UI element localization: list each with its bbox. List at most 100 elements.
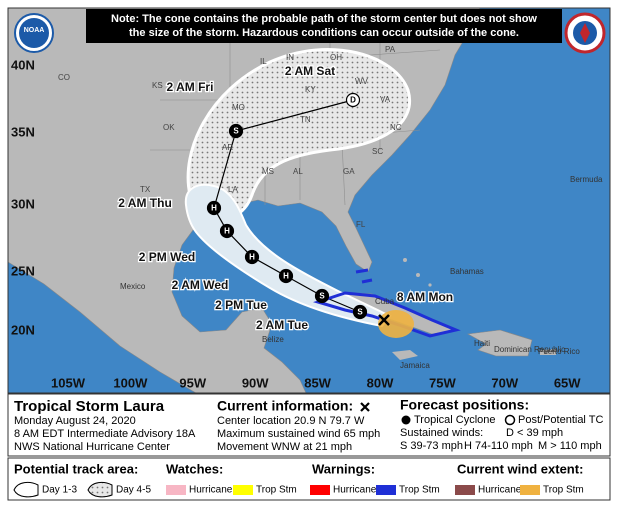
place-label: Bermuda [570, 175, 603, 184]
forecast-time-label: 2 PM Tue [215, 298, 267, 312]
note-box [86, 9, 562, 43]
forecast-point [345, 92, 361, 108]
current-icon [360, 402, 370, 412]
extent-trop-label: Trop Stm [543, 485, 584, 496]
winds-s: S 39-73 mph [400, 440, 463, 452]
forecast-point-symbol: H [211, 204, 217, 213]
state-label: OK [163, 123, 175, 132]
lat-label: 30N [11, 196, 35, 211]
forecast-time-label: 2 AM Thu [118, 196, 172, 210]
advisory: 8 AM EDT Intermediate Advisory 18A [14, 428, 196, 440]
forecast-point [244, 249, 260, 265]
forecast-point [219, 223, 235, 239]
forecast-point [352, 304, 368, 320]
day13-label: Day 1-3 [42, 485, 77, 496]
current-title: Current information: [217, 398, 353, 414]
state-label: KY [305, 85, 316, 94]
tropical-icon [401, 415, 411, 425]
forecast-point [206, 200, 222, 216]
tropical-label: Tropical Cyclone [414, 414, 496, 426]
state-label: TN [300, 115, 311, 124]
note-line: Note: The cone contains the probable pat… [111, 13, 537, 25]
state-label: SC [372, 147, 383, 156]
lon-label: 65W [554, 375, 581, 390]
state-label: OH [330, 53, 342, 62]
storm-name: Tropical Storm Laura [14, 398, 165, 415]
lat-label: 20N [11, 322, 35, 337]
state-label: MS [262, 167, 274, 176]
state-label: LA [228, 185, 238, 194]
lon-label: 85W [304, 375, 331, 390]
trop-storm-wind-extent [378, 310, 414, 338]
place-label: Belize [262, 335, 284, 344]
forecast-point-symbol: H [283, 272, 289, 281]
watches-title: Watches: [166, 461, 223, 476]
watch-trop-swatch [233, 485, 253, 495]
state-label: VA [380, 95, 391, 104]
forecast-point [278, 268, 294, 284]
forecast-time-label: 2 AM Sat [285, 64, 335, 78]
noaa-logo-text: NOAA [24, 27, 45, 34]
state-label: AR [222, 143, 233, 152]
note-line: the size of the storm. Hazardous conditi… [129, 27, 519, 39]
office: NWS National Hurricane Center [14, 441, 170, 453]
winds-h: H 74-110 mph [464, 440, 533, 452]
state-label: KS [152, 81, 163, 90]
day45-label: Day 4-5 [116, 485, 151, 496]
place-label: Cuba [375, 297, 395, 306]
warning-trop-swatch [376, 485, 396, 495]
current-location: Center location 20.9 N 79.7 W [217, 415, 365, 427]
current-wind: Maximum sustained wind 65 mph [217, 428, 380, 440]
nws-logo-mark [580, 23, 590, 43]
state-label: WV [355, 77, 369, 86]
state-label: FL [356, 220, 366, 229]
track-title: Potential track area: [14, 461, 138, 476]
extent-hurricane-label: Hurricane [478, 485, 522, 496]
watch-hurricane-swatch [166, 485, 186, 495]
forecast-point-symbol: S [233, 127, 239, 136]
state-label: CO [58, 73, 70, 82]
forecast-time-label: 8 AM Mon [397, 290, 453, 304]
lon-label: 80W [367, 375, 394, 390]
lon-label: 105W [51, 375, 86, 390]
forecast-time-label: 2 AM Tue [256, 318, 308, 332]
map-border [7, 7, 611, 394]
forecast-title: Forecast positions: [400, 397, 529, 413]
warning-trop-label: Trop Stm [399, 485, 440, 496]
state-label: IN [286, 53, 294, 62]
state-label: TX [140, 185, 151, 194]
state-label: IL [260, 57, 267, 66]
winds-label: Sustained winds: [400, 427, 483, 439]
place-label: Mexico [120, 282, 146, 291]
forecast-point-symbol: S [357, 308, 363, 317]
forecast-point [314, 288, 330, 304]
noaa-logo-inner [19, 18, 49, 48]
post-icon [504, 414, 516, 426]
forecast-point-symbol: S [319, 292, 325, 301]
watch-trop-label: Trop Stm [256, 485, 297, 496]
current-movement: Movement WNW at 21 mph [217, 441, 352, 453]
warning-hurricane-label: Hurricane [333, 485, 377, 496]
bahamas [403, 258, 444, 298]
lat-label: 40N [11, 57, 35, 72]
warnings-title: Warnings: [312, 461, 375, 476]
forecast-time-label: 2 AM Wed [172, 278, 229, 292]
forecast-point-symbol: D [350, 96, 356, 105]
extent-trop-swatch [520, 485, 540, 495]
lon-label: 75W [429, 375, 456, 390]
place-label: Jamaica [400, 361, 430, 370]
place-label: Bahamas [450, 267, 484, 276]
day13-icon [13, 481, 39, 498]
forecast-point [228, 123, 244, 139]
forecast-time-label: 2 PM Wed [139, 250, 195, 264]
day45-icon [87, 481, 113, 498]
place-label: Haiti [474, 339, 490, 348]
state-label: PA [385, 45, 396, 54]
cone-day-4-5 [186, 48, 412, 223]
forecast-point-symbol: H [249, 253, 255, 262]
lat-label: 35N [11, 124, 35, 139]
warning-hurricane-swatch [310, 485, 330, 495]
state-label: MO [232, 103, 245, 112]
extent-hurricane-swatch [455, 485, 475, 495]
